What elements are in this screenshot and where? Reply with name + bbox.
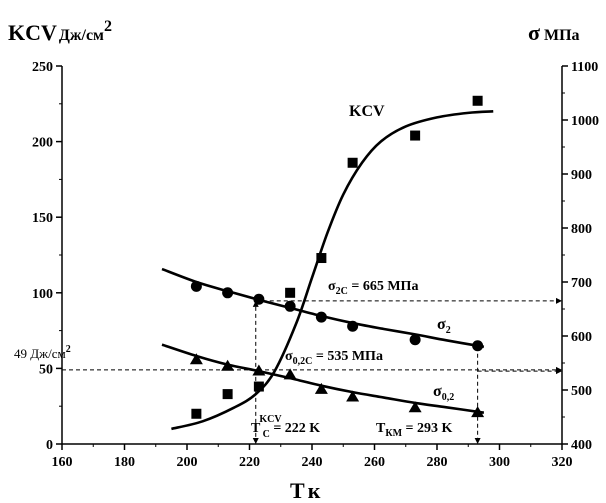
x-tick-label: 160 — [52, 455, 73, 470]
kcv-curve-label: KCV — [349, 103, 385, 120]
x-tick-label: 300 — [489, 455, 510, 470]
triangle-marker — [314, 382, 328, 394]
y-left-tick-label: 150 — [32, 211, 53, 226]
y-right-tick-label: 800 — [571, 222, 592, 237]
triangle-marker — [189, 353, 203, 365]
axes: 160 180 200 220 240 260 280 300 320 0 50 100 150 200 2… — [32, 60, 599, 470]
y-left-tick-label: 250 — [32, 60, 53, 75]
triangle-marker — [471, 406, 485, 418]
y-right-tick-label: 600 — [571, 330, 592, 345]
x-tick-label: 220 — [239, 455, 260, 470]
x-tick-label: 240 — [302, 455, 323, 470]
tc-annotation: TKCV C = 222 K — [251, 414, 320, 440]
x-tick-label: 260 — [364, 455, 385, 470]
sigma2c-annotation: σ2C = 665 МПа — [328, 279, 418, 297]
x-tick-label: 180 — [114, 455, 135, 470]
tkm-arrow — [474, 438, 481, 444]
triangle-marker — [252, 364, 266, 376]
y-right-tick-label: 500 — [571, 384, 592, 399]
y-left-tick-label: 50 — [39, 362, 53, 377]
square-marker — [253, 381, 264, 392]
series-line-1 — [171, 110, 494, 431]
series-line-2 — [161, 267, 485, 349]
y-right-tick-label: 700 — [571, 276, 592, 291]
sigma02-curve-label: σ0,2 — [433, 383, 454, 403]
y-right-tick-label: 1100 — [571, 60, 598, 75]
triangle-marker — [408, 401, 422, 413]
square-marker — [472, 95, 483, 106]
y-right-tick-label: 400 — [571, 438, 592, 453]
y-right-tick-label: 900 — [571, 168, 592, 183]
x-tick-label: 280 — [427, 455, 448, 470]
square-marker — [285, 287, 296, 298]
sigma02c-arrow — [556, 368, 562, 375]
x-tick-label: 320 — [552, 455, 573, 470]
y-left-axis-title: KCV Дж/см2 — [8, 18, 112, 45]
circle-marker — [347, 320, 359, 332]
x-tick-label: 200 — [177, 455, 198, 470]
circle-marker — [315, 311, 327, 323]
y-right-tick-label: 1000 — [571, 114, 599, 129]
circle-marker — [253, 293, 265, 305]
circle-marker — [190, 280, 202, 292]
y-right-axis-title: σ МПа — [528, 20, 580, 45]
circle-marker — [472, 340, 484, 352]
square-marker — [347, 157, 358, 168]
kcv-level-annotation: 49 Дж/см2 — [14, 344, 71, 361]
triangle-marker — [283, 368, 297, 380]
sigma02c-annotation: σ0,2C = 535 МПа — [285, 349, 383, 367]
circle-marker — [284, 300, 296, 312]
sigma2-curve-label: σ2 — [437, 316, 451, 336]
square-marker — [410, 130, 421, 141]
square-marker — [316, 253, 327, 264]
circle-marker — [222, 287, 234, 299]
square-marker — [191, 408, 202, 419]
triangle-marker — [221, 359, 235, 371]
circle-marker — [409, 334, 421, 346]
triangle-marker — [346, 390, 360, 402]
y-left-tick-label: 200 — [32, 136, 53, 151]
sigma2c-arrow — [556, 297, 562, 304]
y-left-tick-label: 0 — [46, 438, 53, 453]
tc-arrow-up — [252, 300, 259, 307]
square-marker — [222, 389, 233, 400]
tc-arrow-down — [252, 438, 259, 444]
y-left-tick-label: 100 — [32, 287, 53, 302]
data-markers — [189, 95, 485, 419]
fit-curves — [161, 110, 494, 431]
tkm-annotation: TКМ = 293 K — [376, 421, 453, 439]
